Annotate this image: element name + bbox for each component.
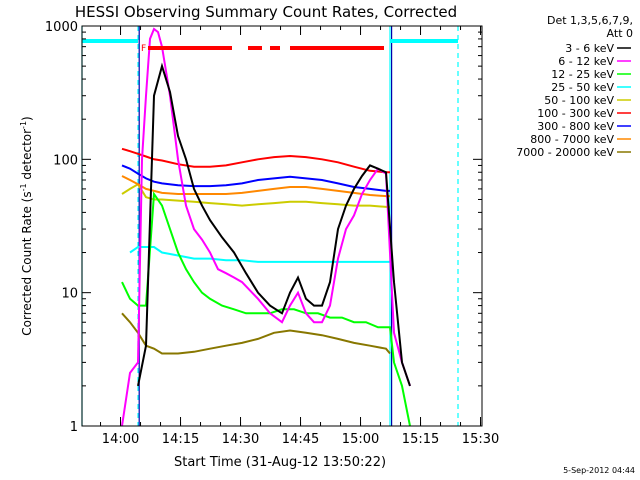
x-axis-label: Start Time (31-Aug-12 13:50:22) (174, 455, 386, 470)
legend-label-3-6-kev: 3 - 6 keV (565, 42, 614, 55)
x-tick-label: 15:15 (402, 432, 439, 447)
y-tick-label: 1000 (45, 20, 78, 35)
legend-header-2: Att 0 (607, 27, 633, 40)
status-layer (82, 39, 458, 50)
legend-label-7000-20000-kev: 7000 - 20000 keV (516, 146, 614, 159)
date-stamp: 5-Sep-2012 04:44 (563, 466, 635, 475)
series-line-50-100-kev (121, 182, 390, 208)
y-axis-label-part1: Corrected Count Rate (s (20, 191, 34, 335)
legend-label-800-7000-kev: 800 - 7000 keV (530, 133, 614, 146)
y-axis-label-sup2: -1 (19, 121, 28, 129)
legend-label-300-800-kev: 300 - 800 keV (537, 120, 614, 133)
series-line-6-12-kev (121, 27, 411, 427)
legend-label-25-50-kev: 25 - 50 keV (551, 81, 614, 94)
y-axis-label: Corrected Count Rate (s-1 detector-1) (19, 116, 34, 335)
x-tick-label: 15:00 (342, 432, 379, 447)
x-tick-label: 14:30 (222, 432, 259, 447)
chart-title: HESSI Observing Summary Count Rates, Cor… (75, 3, 457, 21)
x-tick-label: 14:45 (282, 432, 319, 447)
x-tick-label: 14:15 (162, 432, 199, 447)
x-tick-label: 15:30 (462, 432, 499, 447)
y-axis-label-part3: ) (20, 116, 34, 121)
y-tick-label: 1 (70, 420, 78, 435)
series-line-3-6-kev (137, 62, 411, 387)
axes-layer: 14:00 14:15 14:30 14:45 15:00 15:15 15:30 1 10 10… (45, 20, 499, 447)
legend-label-6-12-kev: 6 - 12 keV (558, 55, 614, 68)
series-line-25-50-kev (129, 246, 390, 263)
flare-marker: F (141, 44, 146, 54)
x-tick-label: 14:00 (102, 432, 139, 447)
series-line-7000-20000-kev (121, 312, 391, 355)
plot-frame (81, 25, 483, 427)
y-axis-label-part2: detector (20, 129, 34, 184)
y-tick-label: 100 (53, 153, 78, 168)
legend-label-100-300-kev: 100 - 300 keV (537, 107, 614, 120)
y-axis-label-sup1: -1 (19, 183, 28, 191)
series-line-100-300-kev (121, 147, 390, 174)
series-line-300-800-kev (121, 164, 390, 192)
series-line-12-25-kev (121, 191, 411, 427)
series-line-800-7000-kev (121, 175, 390, 198)
series-layer (121, 27, 411, 427)
legend-label-12-25-kev: 12 - 25 keV (551, 68, 614, 81)
legend-header-1: Det 1,3,5,6,7,9, (547, 14, 633, 27)
legend-label-50-100-kev: 50 - 100 keV (544, 94, 614, 107)
y-tick-label: 10 (61, 287, 78, 302)
